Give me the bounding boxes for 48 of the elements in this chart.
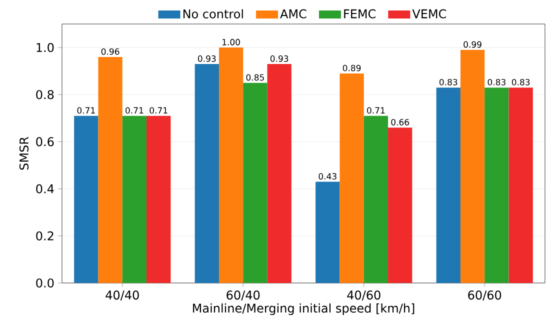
y-tick-label: 0.2 bbox=[36, 231, 54, 240]
bar bbox=[122, 116, 147, 283]
bar bbox=[243, 82, 268, 283]
data-label: 0.71 bbox=[77, 107, 95, 114]
data-label: 0.83 bbox=[439, 78, 458, 86]
bar bbox=[316, 182, 340, 283]
data-label: 0.83 bbox=[488, 78, 506, 86]
x-tick-label: 60/60 bbox=[468, 290, 502, 301]
x-tick-label: 40/60 bbox=[347, 290, 380, 301]
bar bbox=[194, 64, 219, 283]
legend-label: FEMC bbox=[344, 9, 376, 18]
legend-label: VEMC bbox=[412, 9, 446, 18]
bar bbox=[218, 48, 244, 283]
y-tick-label: 1.0 bbox=[36, 43, 54, 52]
bar bbox=[508, 88, 533, 283]
data-label: 0.71 bbox=[126, 107, 144, 114]
data-label: 0.89 bbox=[342, 64, 361, 72]
bar bbox=[364, 116, 388, 283]
y-tick-label: 0.0 bbox=[36, 278, 54, 288]
data-label: 0.99 bbox=[464, 41, 482, 48]
bar bbox=[340, 73, 364, 283]
x-tick-label: 60/40 bbox=[226, 290, 260, 301]
legend-label: AMC bbox=[280, 9, 306, 18]
data-label: 1.00 bbox=[222, 38, 240, 46]
data-label: 0.93 bbox=[270, 55, 288, 62]
bar bbox=[267, 64, 292, 283]
y-axis-title: SMSR bbox=[19, 136, 29, 170]
data-label: 0.93 bbox=[198, 55, 216, 62]
bar bbox=[484, 88, 509, 283]
y-tick-label: 0.8 bbox=[36, 90, 54, 100]
data-label: 0.66 bbox=[391, 118, 410, 126]
data-label: 0.71 bbox=[150, 107, 168, 114]
data-label: 0.43 bbox=[318, 173, 336, 180]
y-tick-label: 0.6 bbox=[36, 137, 54, 146]
bar bbox=[460, 50, 485, 283]
x-tick-label: 40/40 bbox=[106, 290, 139, 301]
x-axis-title: Mainline/Merging initial speed [km/h] bbox=[193, 303, 414, 316]
bar bbox=[436, 88, 460, 283]
data-label: 0.96 bbox=[101, 48, 120, 55]
data-label: 0.83 bbox=[512, 78, 530, 86]
data-label: 0.85 bbox=[246, 74, 264, 81]
y-tick-label: 0.4 bbox=[36, 184, 54, 194]
bar bbox=[388, 128, 412, 283]
bar bbox=[74, 116, 98, 283]
legend-label: No control bbox=[183, 9, 243, 18]
data-label: 0.71 bbox=[367, 107, 385, 114]
bar bbox=[98, 56, 122, 283]
bar bbox=[146, 116, 171, 283]
